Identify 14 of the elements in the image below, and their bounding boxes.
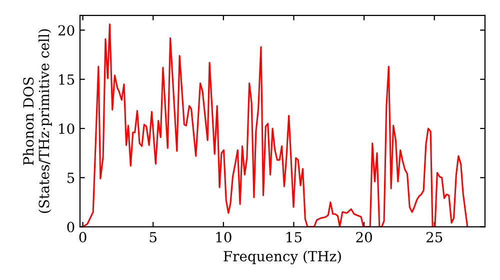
x-tick-label: 0 <box>79 232 86 242</box>
y-tick-label: 15 <box>59 74 74 85</box>
y-tick-label: 5 <box>67 172 74 184</box>
line-series <box>82 23 468 227</box>
x-tick-label: 20 <box>356 232 372 242</box>
x-tick-label: 5 <box>150 232 156 242</box>
y-tick-label: 10 <box>59 123 74 134</box>
x-axis-title: Frequency (THz) <box>224 250 341 264</box>
y-tick-label: 0 <box>67 222 74 232</box>
x-tick-label: 25 <box>426 232 442 242</box>
x-tick-label: 15 <box>286 232 302 242</box>
y-axis-title: Phonon DOS (States/THz·primitive cell) <box>22 29 52 213</box>
y-tick-label: 20 <box>58 25 74 36</box>
x-tick-label: 10 <box>216 232 232 242</box>
